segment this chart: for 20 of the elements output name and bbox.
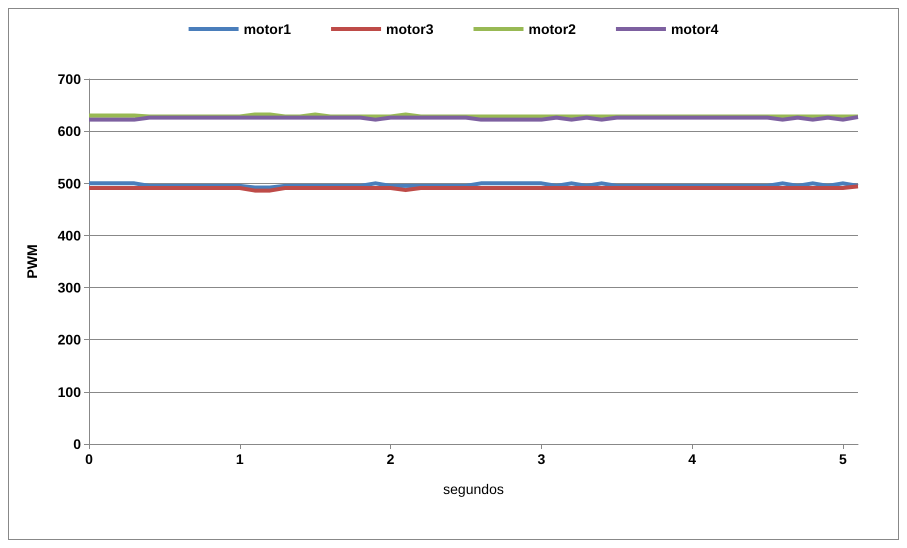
x-tick-label: 3 bbox=[537, 451, 546, 467]
y-tick-label: 0 bbox=[73, 436, 82, 452]
y-tick-label: 700 bbox=[58, 71, 82, 87]
legend-label: motor1 bbox=[244, 21, 292, 37]
y-axis-title: PWM bbox=[24, 244, 40, 279]
y-tick-label: 500 bbox=[58, 175, 82, 192]
x-axis-title: segundos bbox=[443, 481, 504, 497]
x-tick-label: 2 bbox=[386, 451, 395, 467]
y-tick-label: 600 bbox=[58, 123, 82, 140]
x-tick-label: 5 bbox=[839, 451, 848, 467]
x-tick-label: 4 bbox=[688, 451, 696, 467]
y-tick-label: 100 bbox=[58, 384, 82, 400]
legend-label: motor4 bbox=[670, 21, 719, 37]
x-tick-label: 1 bbox=[236, 451, 244, 467]
legend-label: motor2 bbox=[528, 21, 576, 37]
legend-label: motor3 bbox=[386, 21, 434, 37]
y-tick-label: 300 bbox=[58, 280, 82, 296]
y-tick-label: 400 bbox=[58, 227, 82, 244]
x-tick-label: 0 bbox=[85, 451, 94, 467]
y-tick-label: 200 bbox=[58, 332, 82, 348]
